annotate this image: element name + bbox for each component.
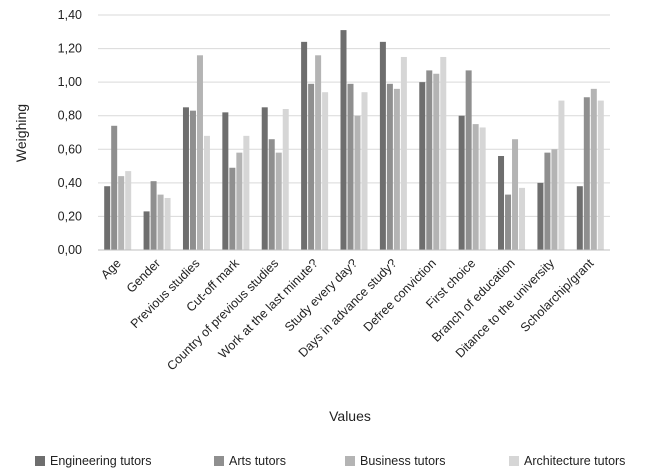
bar [340,30,347,250]
y-axis-ticks: 0,00 0,20 0,40 0,60 0,80 1,00 1,20 1,40 [58,8,82,257]
bar [182,107,189,250]
bar [379,41,386,250]
y-tick-label: 0,20 [58,209,82,223]
y-tick-label: 0,60 [58,142,82,156]
bar [576,186,583,250]
y-tick-label: 1,00 [58,75,82,89]
bars [104,30,604,251]
bar [157,194,164,250]
bar [203,135,210,250]
bar [150,181,157,250]
bar [458,115,465,250]
bar [393,88,400,250]
bar [361,92,368,250]
bar [125,171,132,250]
bar [143,211,150,250]
x-tick-label: Defree conviction [361,256,439,334]
bar [222,112,229,250]
bar [308,83,315,250]
bar [118,176,125,250]
bar [261,107,268,250]
bar [229,167,236,250]
bar [275,152,282,250]
y-tick-label: 0,00 [58,243,82,257]
bar [354,115,361,250]
bar [498,156,505,250]
bar [236,152,243,250]
bar [465,70,472,251]
legend-label: Architecture tutors [524,454,625,468]
legend-swatch [345,456,355,466]
bar [558,100,565,250]
bar [347,83,354,250]
y-tick-label: 1,20 [58,42,82,56]
bar [590,88,597,250]
bar [196,55,203,251]
bar [111,125,118,250]
gridlines [98,14,610,217]
y-tick-label: 0,40 [58,176,82,190]
y-axis-title: Weighing [13,104,29,162]
x-tick-label: Scholarchip/grant [518,256,597,335]
bar [322,92,329,250]
bar [440,56,447,250]
bar [104,186,111,250]
bar [597,100,604,250]
bar [472,124,479,250]
x-tick-label: Gender [124,256,163,295]
y-tick-label: 0,80 [58,109,82,123]
legend: Engineering tutors Arts tutors Business tu… [35,454,625,468]
bar [544,152,551,250]
y-tick-label: 1,40 [58,8,82,22]
bar [537,182,544,250]
legend-label: Business tutors [360,454,445,468]
x-tick-label: Age [98,256,124,282]
bar [400,56,407,250]
legend-swatch [214,456,224,466]
bar [519,187,526,250]
bar [419,82,426,251]
bar [282,109,289,250]
bar [512,139,519,250]
bar [433,73,440,250]
bar [243,135,250,250]
legend-swatch [509,456,519,466]
bar [505,194,512,250]
bar [164,197,171,250]
legend-label: Arts tutors [229,454,286,468]
bar [426,70,433,251]
bar [315,55,322,251]
x-tick-label: Study every day? [282,256,360,334]
bar [189,110,196,250]
x-tick-label: Previous studies [128,256,203,331]
bar [268,139,275,250]
legend-swatch [35,456,45,466]
bar [551,149,558,250]
bar [583,97,590,250]
bar [301,41,308,250]
bar [386,83,393,250]
bar [479,127,486,250]
legend-label: Engineering tutors [50,454,151,468]
x-axis-title: Values [329,408,371,424]
